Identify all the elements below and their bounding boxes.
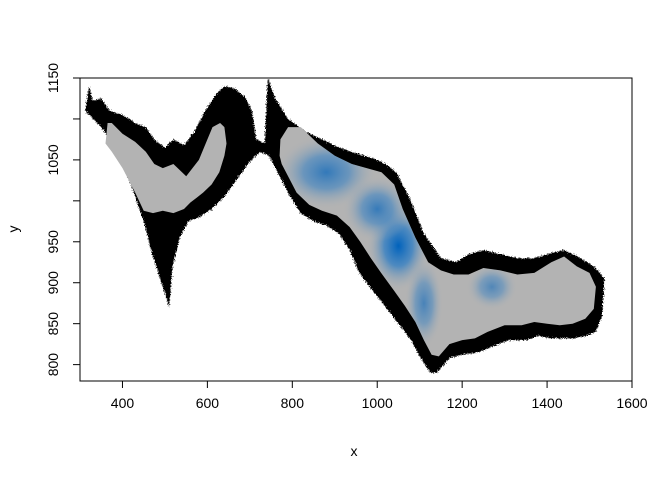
y-axis: 800 850 900 950 1050 1150 [45,63,81,377]
boundary-region [85,78,605,373]
x-tick-label: 1600 [616,395,647,411]
x-axis: 400 600 800 1000 1200 1400 1600 [111,380,648,411]
x-tick-label: 1200 [447,395,478,411]
y-tick-label: 900 [45,271,61,295]
y-tick-label: 850 [45,312,61,336]
y-tick-label: 800 [45,353,61,377]
x-tick-label: 1000 [362,395,393,411]
x-axis-title: x [351,443,358,459]
x-tick-label: 400 [111,395,135,411]
density-peak-5 [343,176,412,242]
y-tick-label: 1050 [45,144,61,175]
x-tick-label: 800 [281,395,305,411]
y-tick-label: 950 [45,230,61,254]
density-peak-3 [466,263,518,310]
y-axis-title: y [5,226,21,233]
plot-area [85,78,605,373]
x-tick-label: 600 [196,395,220,411]
x-tick-label: 1400 [531,395,562,411]
y-tick-label: 1150 [45,63,61,93]
